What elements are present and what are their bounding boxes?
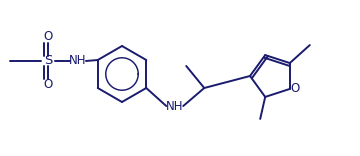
Text: NH: NH	[166, 100, 183, 112]
Text: S: S	[44, 54, 52, 68]
Text: O: O	[43, 78, 53, 92]
Text: O: O	[290, 82, 300, 95]
Text: O: O	[43, 31, 53, 44]
Text: NH: NH	[69, 54, 87, 68]
